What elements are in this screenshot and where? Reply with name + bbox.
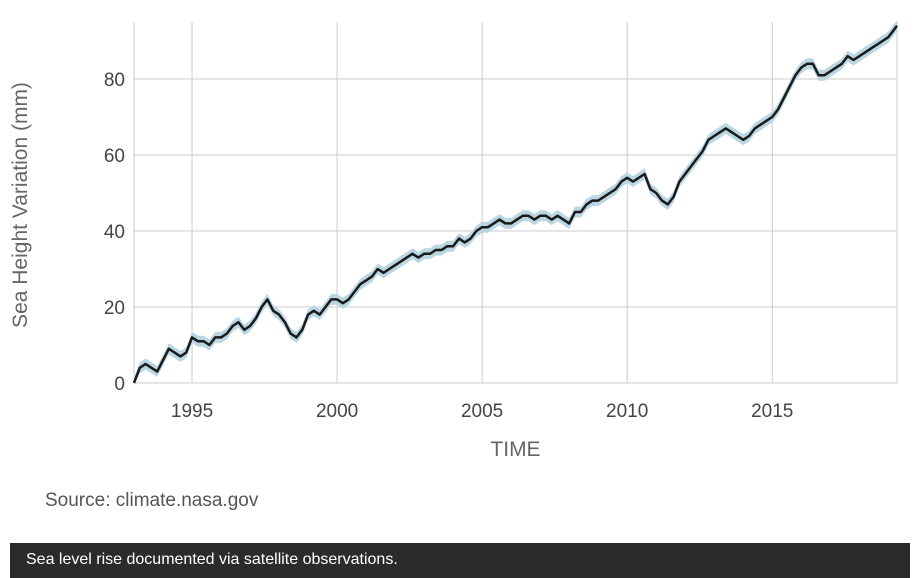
y-axis-title: Sea Height Variation (mm) (9, 82, 32, 328)
y-tick-label: 20 (104, 298, 125, 319)
x-tick-label: 2010 (606, 401, 648, 422)
caption-text: Sea level rise documented via satellite … (26, 551, 398, 568)
sea-level-line (132, 25, 898, 384)
source-note: Source: climate.nasa.gov (45, 490, 259, 511)
x-tick-label: 2000 (316, 401, 358, 422)
sea-level-chart: 1995 2000 2005 2010 2015 0 20 40 60 80 TIME Sea … (9, 20, 898, 461)
y-tick-label: 0 (114, 374, 125, 395)
caption-bar: Sea level rise documented via satellite … (10, 543, 910, 578)
x-tick-label: 1995 (171, 401, 213, 422)
x-tick-labels: 1995 2000 2005 2010 2015 (171, 401, 794, 422)
y-tick-label: 40 (104, 222, 125, 243)
x-tick-label: 2015 (751, 401, 793, 422)
y-tick-label: 60 (104, 146, 125, 167)
y-tick-labels: 0 20 40 60 80 (104, 70, 125, 395)
x-axis-title: TIME (490, 438, 540, 461)
y-tick-label: 80 (104, 70, 125, 91)
x-tick-label: 2005 (461, 401, 503, 422)
uncertainty-band (134, 20, 897, 384)
